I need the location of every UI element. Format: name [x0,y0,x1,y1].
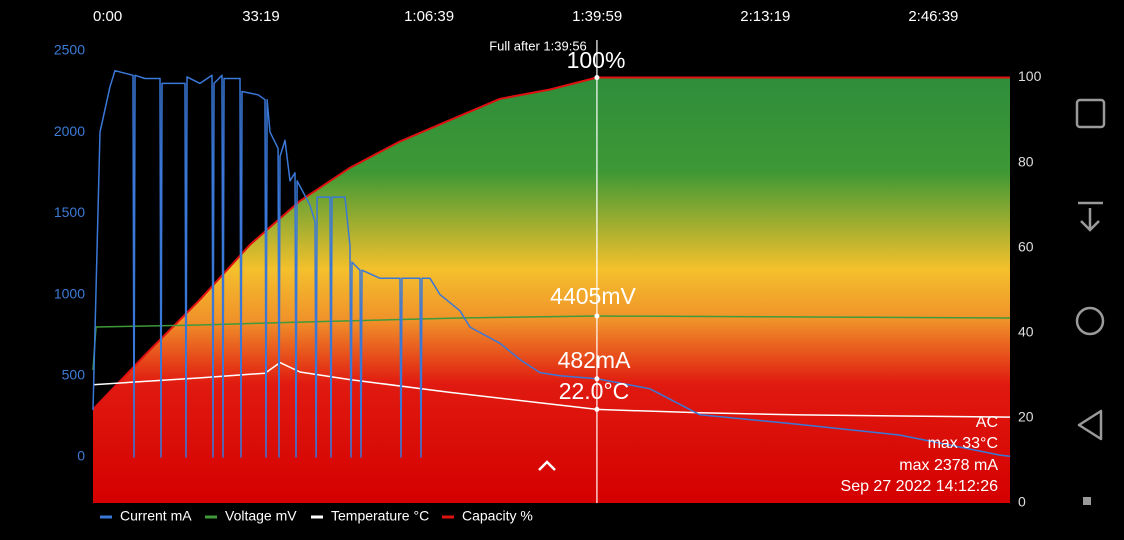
cursor-annotation: 482mA [558,347,632,373]
y-tick-label: 1500 [54,204,85,220]
cursor-annotation: 22.0°C [559,378,630,404]
y2-tick-label: 80 [1018,153,1034,169]
y2-tick-label: 40 [1018,324,1034,340]
capacity-area [93,77,1010,503]
info-text: max 33°C [928,435,998,452]
info-text: Sep 27 2022 14:12:26 [841,478,999,495]
cursor-dot [594,406,600,412]
back-button[interactable] [1077,409,1103,441]
legend-label: Voltage mV [225,508,297,524]
y2-tick-label: 20 [1018,409,1034,425]
legend-label: Capacity % [462,508,533,524]
x-tick-label: 2:46:39 [908,8,958,25]
nav-bar [1075,98,1106,505]
cursor-dot [594,376,600,382]
cursor-dot [594,75,600,81]
legend-label: Current mA [120,508,192,524]
y-tick-label: 2000 [54,123,85,139]
x-tick-label: 33:19 [242,8,280,25]
plot [92,40,1011,503]
x-tick-label: 1:39:59 [572,8,622,25]
y-tick-label: 2500 [54,42,85,58]
y2-tick-label: 0 [1018,494,1026,510]
x-tick-label: 2:13:19 [740,8,790,25]
y-tick-label: 500 [62,367,86,383]
y-tick-label: 1000 [54,285,85,301]
info-text: max 2378 mA [899,457,998,474]
series-line [92,69,1011,458]
keyboard-button[interactable] [1083,497,1091,505]
x-tick-label: 1:06:39 [404,8,454,25]
home-button[interactable] [1075,306,1105,336]
info-text: AC [976,414,998,431]
y2-tick-label: 60 [1018,238,1034,254]
x-tick-label: 0:00 [93,8,122,25]
cursor-annotation: 4405mV [550,283,636,309]
series-line [92,76,1010,411]
notification-button[interactable] [1078,201,1103,232]
cursor-annotation: Full after 1:39:56 [489,38,587,53]
recents-button[interactable] [1075,98,1106,129]
legend-label: Temperature °C [331,508,429,524]
y2-tick-label: 100 [1018,68,1042,84]
y-tick-label: 0 [77,448,85,464]
expand-chevron[interactable] [538,460,556,471]
cursor-annotation: 100% [567,47,626,73]
cursor-dot [594,313,600,319]
